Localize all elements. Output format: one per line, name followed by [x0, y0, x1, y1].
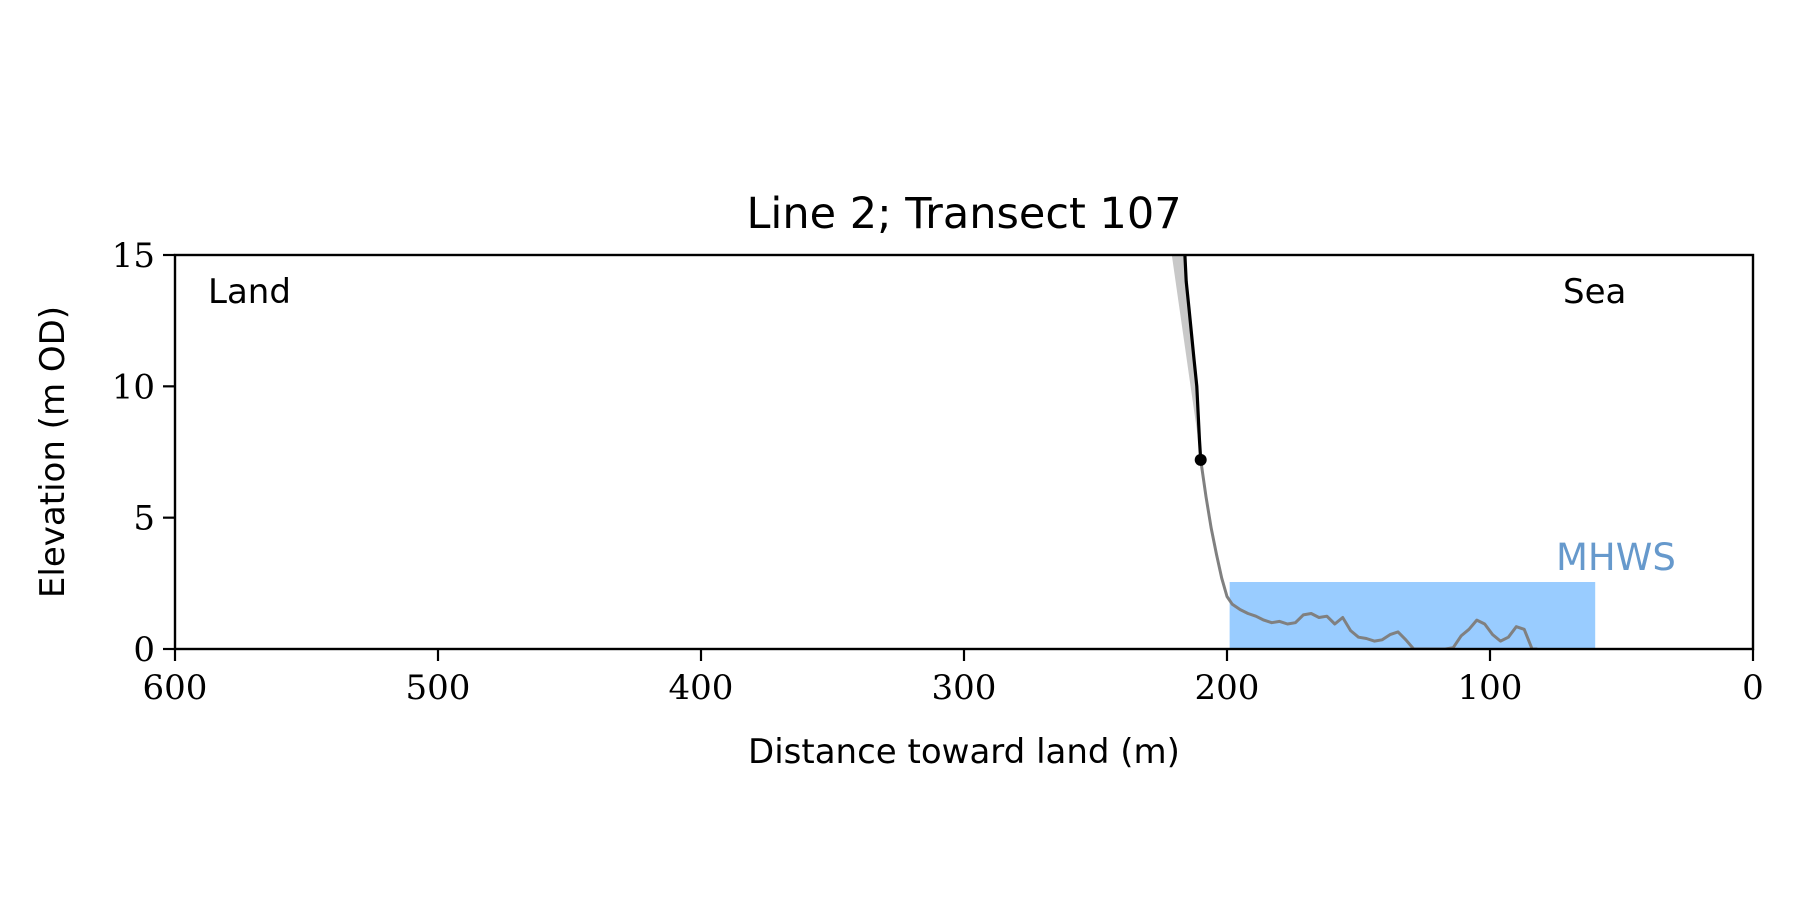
profile-line [1199, 459, 1538, 649]
x-tick-label: 0 [1742, 668, 1764, 708]
chart-title: Line 2; Transect 107 [746, 189, 1181, 239]
x-tick-label: 100 [1458, 668, 1523, 708]
x-axis-label: Distance toward land (m) [748, 732, 1180, 772]
y-axis-ticks: 0 5 10 15 [112, 236, 175, 670]
plot-content [1171, 255, 1596, 649]
plot-area [173, 253, 1755, 651]
mhws-area [1229, 582, 1596, 649]
cliff-face-line [1183, 255, 1203, 460]
x-tick-label: 300 [932, 668, 997, 708]
mhws-annotation: MHWS [1556, 536, 1676, 579]
x-tick-label: 600 [143, 668, 208, 708]
cliff-top-point [1194, 453, 1207, 466]
y-tick-label: 0 [133, 630, 155, 670]
x-tick-label: 400 [669, 668, 734, 708]
sea-annotation: Sea [1563, 272, 1626, 312]
y-tick-label: 5 [133, 499, 155, 539]
land-annotation: Land [208, 272, 291, 312]
x-axis-ticks: 600 500 400 300 200 100 0 [143, 649, 1764, 708]
x-tick-label: 200 [1195, 668, 1260, 708]
x-tick-label: 500 [406, 668, 471, 708]
y-tick-label: 10 [112, 367, 155, 407]
y-tick-label: 15 [112, 236, 155, 276]
y-axis-label: Elevation (m OD) [33, 306, 73, 598]
